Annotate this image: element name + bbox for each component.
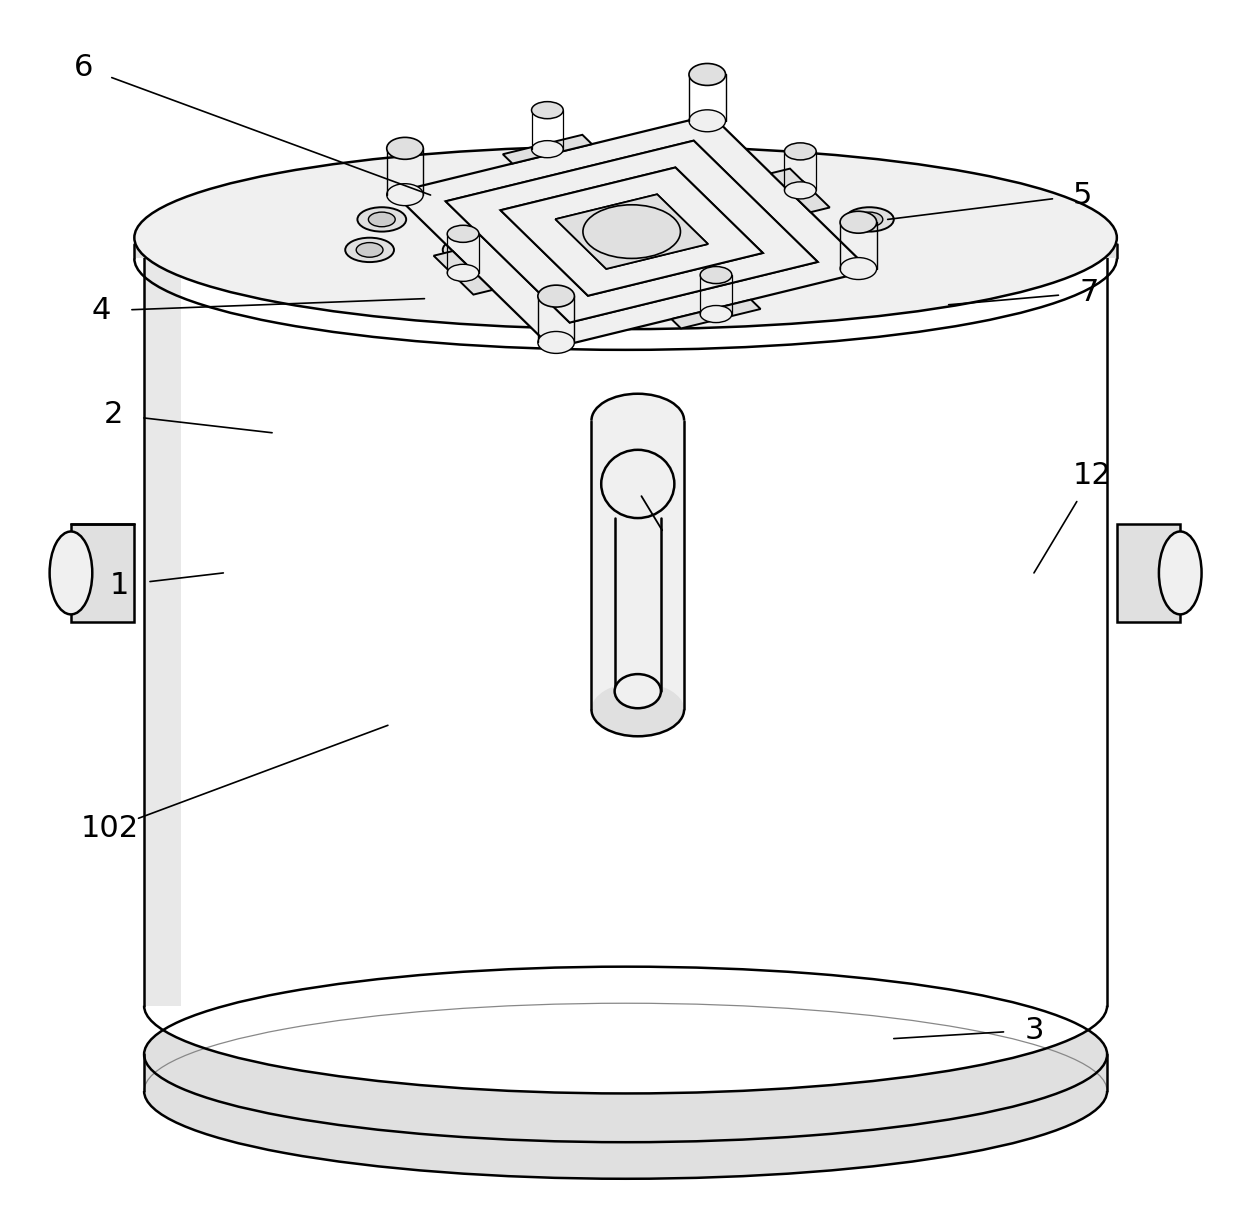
Polygon shape — [591, 421, 684, 709]
Text: 2: 2 — [104, 400, 124, 429]
Ellipse shape — [689, 110, 726, 132]
Text: 1: 1 — [110, 570, 129, 600]
Text: 4: 4 — [92, 296, 112, 325]
Ellipse shape — [582, 205, 680, 258]
Ellipse shape — [591, 394, 684, 447]
Ellipse shape — [144, 918, 1108, 1093]
Polygon shape — [134, 244, 1116, 258]
Ellipse shape — [532, 101, 564, 118]
Ellipse shape — [778, 238, 826, 262]
Polygon shape — [672, 300, 761, 328]
Polygon shape — [501, 167, 763, 296]
Ellipse shape — [591, 683, 684, 736]
Ellipse shape — [449, 177, 498, 201]
Ellipse shape — [601, 450, 674, 518]
Ellipse shape — [368, 212, 395, 227]
Polygon shape — [555, 194, 707, 269]
Ellipse shape — [356, 243, 383, 257]
Polygon shape — [1116, 524, 1181, 622]
Polygon shape — [615, 518, 660, 691]
Polygon shape — [446, 140, 818, 323]
Ellipse shape — [453, 243, 481, 257]
Ellipse shape — [1158, 531, 1202, 614]
Ellipse shape — [50, 531, 92, 614]
Ellipse shape — [346, 238, 394, 262]
Text: 6: 6 — [73, 52, 93, 82]
Polygon shape — [144, 244, 1108, 1006]
Ellipse shape — [784, 182, 817, 199]
Polygon shape — [144, 1054, 1108, 1091]
Text: 102: 102 — [81, 814, 139, 844]
Text: 3: 3 — [1025, 1015, 1043, 1045]
Ellipse shape — [447, 265, 479, 282]
Ellipse shape — [538, 285, 575, 307]
Ellipse shape — [700, 267, 732, 284]
Polygon shape — [501, 167, 763, 296]
Ellipse shape — [845, 207, 893, 232]
Ellipse shape — [789, 243, 815, 257]
Ellipse shape — [442, 238, 492, 262]
Ellipse shape — [700, 306, 732, 323]
Polygon shape — [393, 115, 870, 349]
Ellipse shape — [784, 143, 817, 160]
Polygon shape — [503, 135, 592, 163]
Ellipse shape — [447, 226, 479, 243]
Ellipse shape — [134, 146, 1116, 329]
Ellipse shape — [538, 332, 575, 354]
Ellipse shape — [387, 184, 424, 206]
Ellipse shape — [615, 674, 660, 708]
Ellipse shape — [144, 1003, 1108, 1179]
Text: 7: 7 — [1079, 278, 1099, 307]
Polygon shape — [446, 140, 818, 323]
Polygon shape — [555, 194, 707, 269]
Ellipse shape — [532, 140, 564, 157]
Ellipse shape — [357, 207, 406, 232]
Ellipse shape — [771, 182, 798, 196]
Ellipse shape — [760, 177, 808, 201]
Ellipse shape — [644, 195, 693, 219]
Polygon shape — [596, 215, 668, 249]
Ellipse shape — [460, 182, 487, 196]
Ellipse shape — [840, 257, 877, 279]
Ellipse shape — [856, 212, 883, 227]
Polygon shape — [771, 168, 830, 212]
Text: 12: 12 — [1073, 461, 1111, 490]
Ellipse shape — [840, 211, 877, 233]
Ellipse shape — [144, 967, 1108, 1142]
Polygon shape — [71, 524, 134, 622]
Ellipse shape — [387, 138, 424, 160]
Ellipse shape — [689, 63, 726, 85]
Ellipse shape — [655, 200, 681, 215]
Polygon shape — [144, 244, 181, 1006]
Text: 5: 5 — [1073, 180, 1093, 210]
Polygon shape — [434, 251, 492, 295]
